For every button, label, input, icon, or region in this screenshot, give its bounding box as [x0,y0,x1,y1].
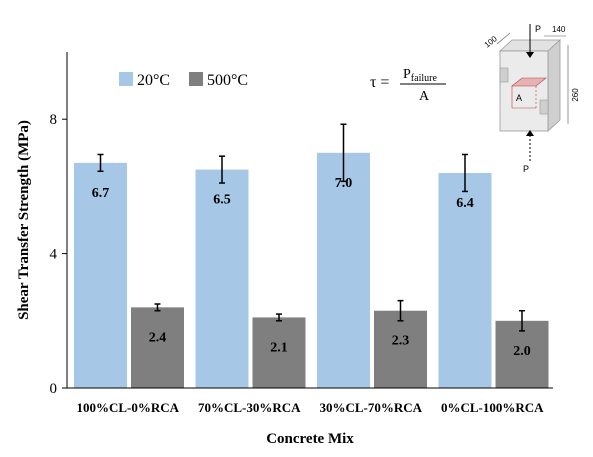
formula-lhs: τ = [370,74,389,91]
load-label-bottom: P [523,164,529,174]
legend: 20°C 500°C [119,72,248,89]
dim-height-label: 260 [571,88,580,102]
bar [374,310,427,388]
bar [252,317,306,388]
legend-swatch-20c [119,72,133,86]
x-ticks: 100%CL-0%RCA 70%CL-30%RCA 30%CL-70%RCA 0%CL… [76,400,544,415]
y-tick-label: 0 [50,381,58,397]
y-tick-label: 4 [50,247,58,263]
y-ticks: 0 4 8 [50,112,67,397]
data-label: 6.5 [213,193,231,208]
y-axis-title: Shear Transfer Strength (MPa) [16,120,32,320]
legend-label-20c: 20°C [137,72,170,89]
area-label: A [516,93,522,103]
data-label: 7.0 [335,176,353,191]
formula-numerator-sub: failure [411,73,438,84]
bar [438,172,492,388]
bar [495,320,549,388]
x-tick-label: 30%CL-70%RCA [319,400,422,415]
legend-label-500c: 500°C [207,72,248,89]
dim-width-label: 140 [552,25,566,34]
x-tick-label: 0%CL-100%RCA [441,400,544,415]
x-tick-label: 70%CL-30%RCA [198,400,301,415]
legend-swatch-500c [189,72,203,86]
bar [74,162,127,388]
dim-depth-label: 100 [483,34,499,50]
data-label: 2.3 [392,334,410,349]
y-tick-label: 8 [50,112,58,128]
data-label: 2.4 [149,330,167,345]
push-off-specimen-diagram: P P A 100 140 260 [483,24,580,174]
data-label: 2.0 [513,344,531,359]
data-label: 2.1 [270,340,288,355]
x-axis-title: Concrete Mix [266,431,354,447]
data-label: 6.4 [456,196,474,211]
data-label: 6.7 [92,186,110,201]
formula-numerator: Pfailure [403,67,437,84]
bars-layer: 6.7 2.4 6.5 2.1 7.0 2.3 6.4 2.0 [74,123,549,388]
x-tick-label: 100%CL-0%RCA [76,400,179,415]
formula-denominator: A [419,89,430,104]
bar [131,307,184,388]
shear-formula: τ = Pfailure A [370,67,446,104]
formula-numerator-main: P [403,67,411,82]
bar [195,169,249,388]
load-label-top: P [535,24,541,34]
bar [317,152,370,388]
